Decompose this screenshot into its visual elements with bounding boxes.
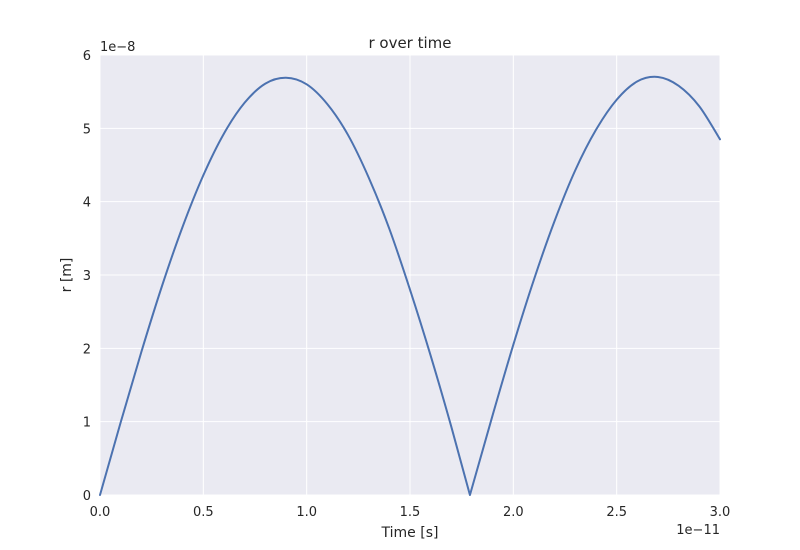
- x-tick-label: 2.5: [606, 505, 627, 520]
- x-tick-label: 1.0: [296, 505, 317, 520]
- grid: [99, 54, 721, 496]
- y-axis-label: r [m]: [59, 258, 75, 293]
- x-tick-label: 2.0: [503, 505, 524, 520]
- y-tick-label: 3: [83, 269, 91, 284]
- x-tick-label: 3.0: [710, 505, 731, 520]
- chart-title: r over time: [368, 34, 451, 52]
- y-offset-label: 1e−8: [100, 40, 135, 55]
- y-tick-label: 6: [83, 49, 91, 64]
- x-tick-labels: 0.0 0.5 1.0 1.5 2.0 2.5 3.0: [90, 505, 731, 520]
- y-tick-label: 1: [83, 416, 91, 431]
- x-tick-label: 0.0: [90, 505, 111, 520]
- y-tick-label: 2: [83, 342, 91, 357]
- x-offset-label: 1e−11: [676, 523, 720, 538]
- series-layer: [99, 75, 721, 496]
- x-tick-label: 0.5: [193, 505, 214, 520]
- x-tick-label: 1.5: [400, 505, 421, 520]
- y-tick-label: 0: [83, 489, 91, 504]
- y-tick-label: 5: [83, 122, 91, 137]
- y-tick-labels: 0 1 2 3 4 5 6: [83, 49, 91, 504]
- series-line: [99, 75, 721, 496]
- x-axis-label: Time [s]: [381, 525, 439, 541]
- y-tick-label: 4: [83, 196, 91, 211]
